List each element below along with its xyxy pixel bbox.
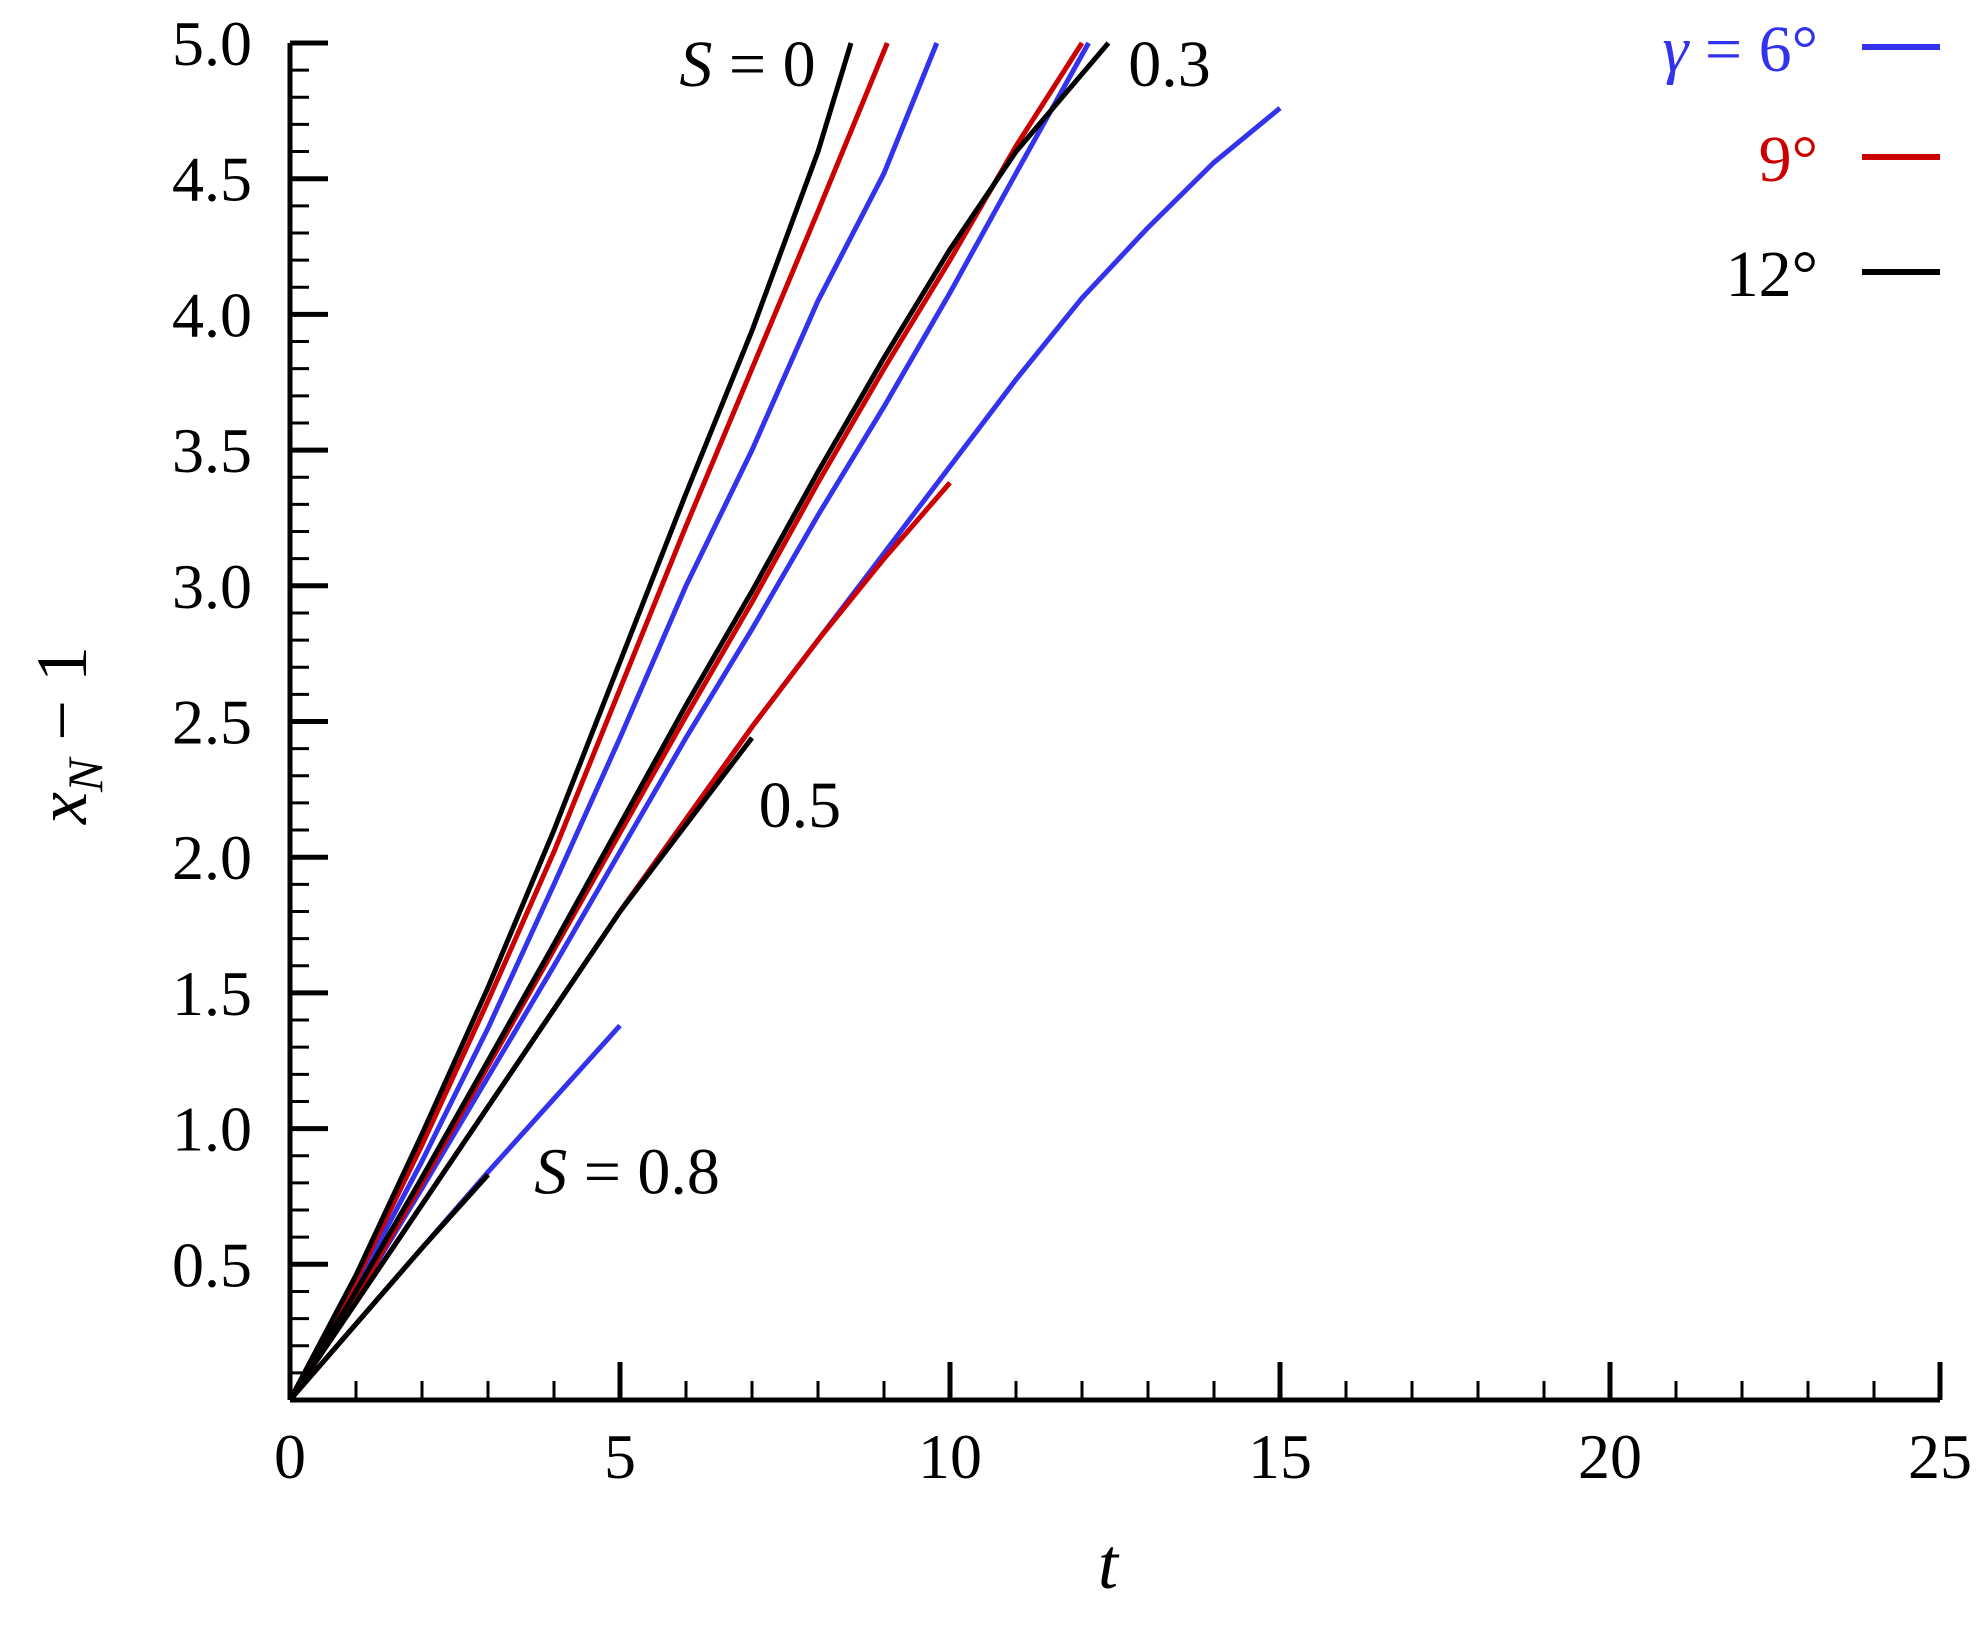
x-tick-label: 25 <box>1908 1421 1972 1492</box>
x-tick-label: 5 <box>604 1421 636 1492</box>
legend-label: 12° <box>1726 238 1818 311</box>
series-layer <box>287 41 1282 1402</box>
y-tick-label: 4.5 <box>172 144 252 215</box>
curve-annotation: S = 0 <box>679 28 815 101</box>
series-line <box>288 1173 490 1402</box>
x-axis-label: t <box>1098 1524 1120 1604</box>
x-tick-label: 0 <box>274 1421 306 1492</box>
y-axis-label-base: x <box>22 792 102 825</box>
x-tick-label: 15 <box>1248 1421 1312 1492</box>
y-axis-label-suffix: − 1 <box>22 646 102 759</box>
curve-annotation: S = 0.8 <box>534 1135 720 1208</box>
legend-label: 9° <box>1759 123 1818 196</box>
curve-annotation: 0.5 <box>759 769 842 842</box>
series-line <box>287 736 754 1402</box>
x-tick-label: 10 <box>918 1421 982 1492</box>
series-line <box>287 481 952 1402</box>
series-line <box>287 41 1085 1402</box>
y-tick-label: 2.0 <box>172 822 252 893</box>
y-tick-label: 1.0 <box>172 1094 252 1165</box>
series-line <box>287 42 890 1402</box>
series-line <box>287 41 1091 1402</box>
y-tick-label: 5.0 <box>172 8 252 79</box>
y-tick-label: 0.5 <box>172 1229 252 1300</box>
series-line <box>287 41 1111 1402</box>
y-tick-label: 3.5 <box>172 415 252 486</box>
legend-label: γ = 6° <box>1662 13 1818 86</box>
y-axis-label-subscript: N <box>57 756 113 793</box>
y-tick-label: 1.5 <box>172 958 252 1029</box>
series-line <box>287 42 940 1402</box>
y-axis-label: xN − 1 <box>22 646 113 825</box>
x-tick-label: 20 <box>1578 1421 1642 1492</box>
y-tick-label: 4.0 <box>172 279 252 350</box>
series-line <box>287 42 854 1402</box>
curve-annotation: 0.3 <box>1128 28 1211 101</box>
labels-layer: 0 5 10 15 20 25 0.5 1.0 1.5 2.0 2.5 3.0 3.5 4.0 4.5 5.0… <box>22 8 1972 1604</box>
y-tick-label: 2.5 <box>172 687 252 758</box>
axes-layer <box>287 40 1943 1403</box>
legend: γ = 6° 9° 12° <box>1662 13 1940 311</box>
y-tick-label: 3.0 <box>172 551 252 622</box>
series-line <box>287 106 1282 1402</box>
